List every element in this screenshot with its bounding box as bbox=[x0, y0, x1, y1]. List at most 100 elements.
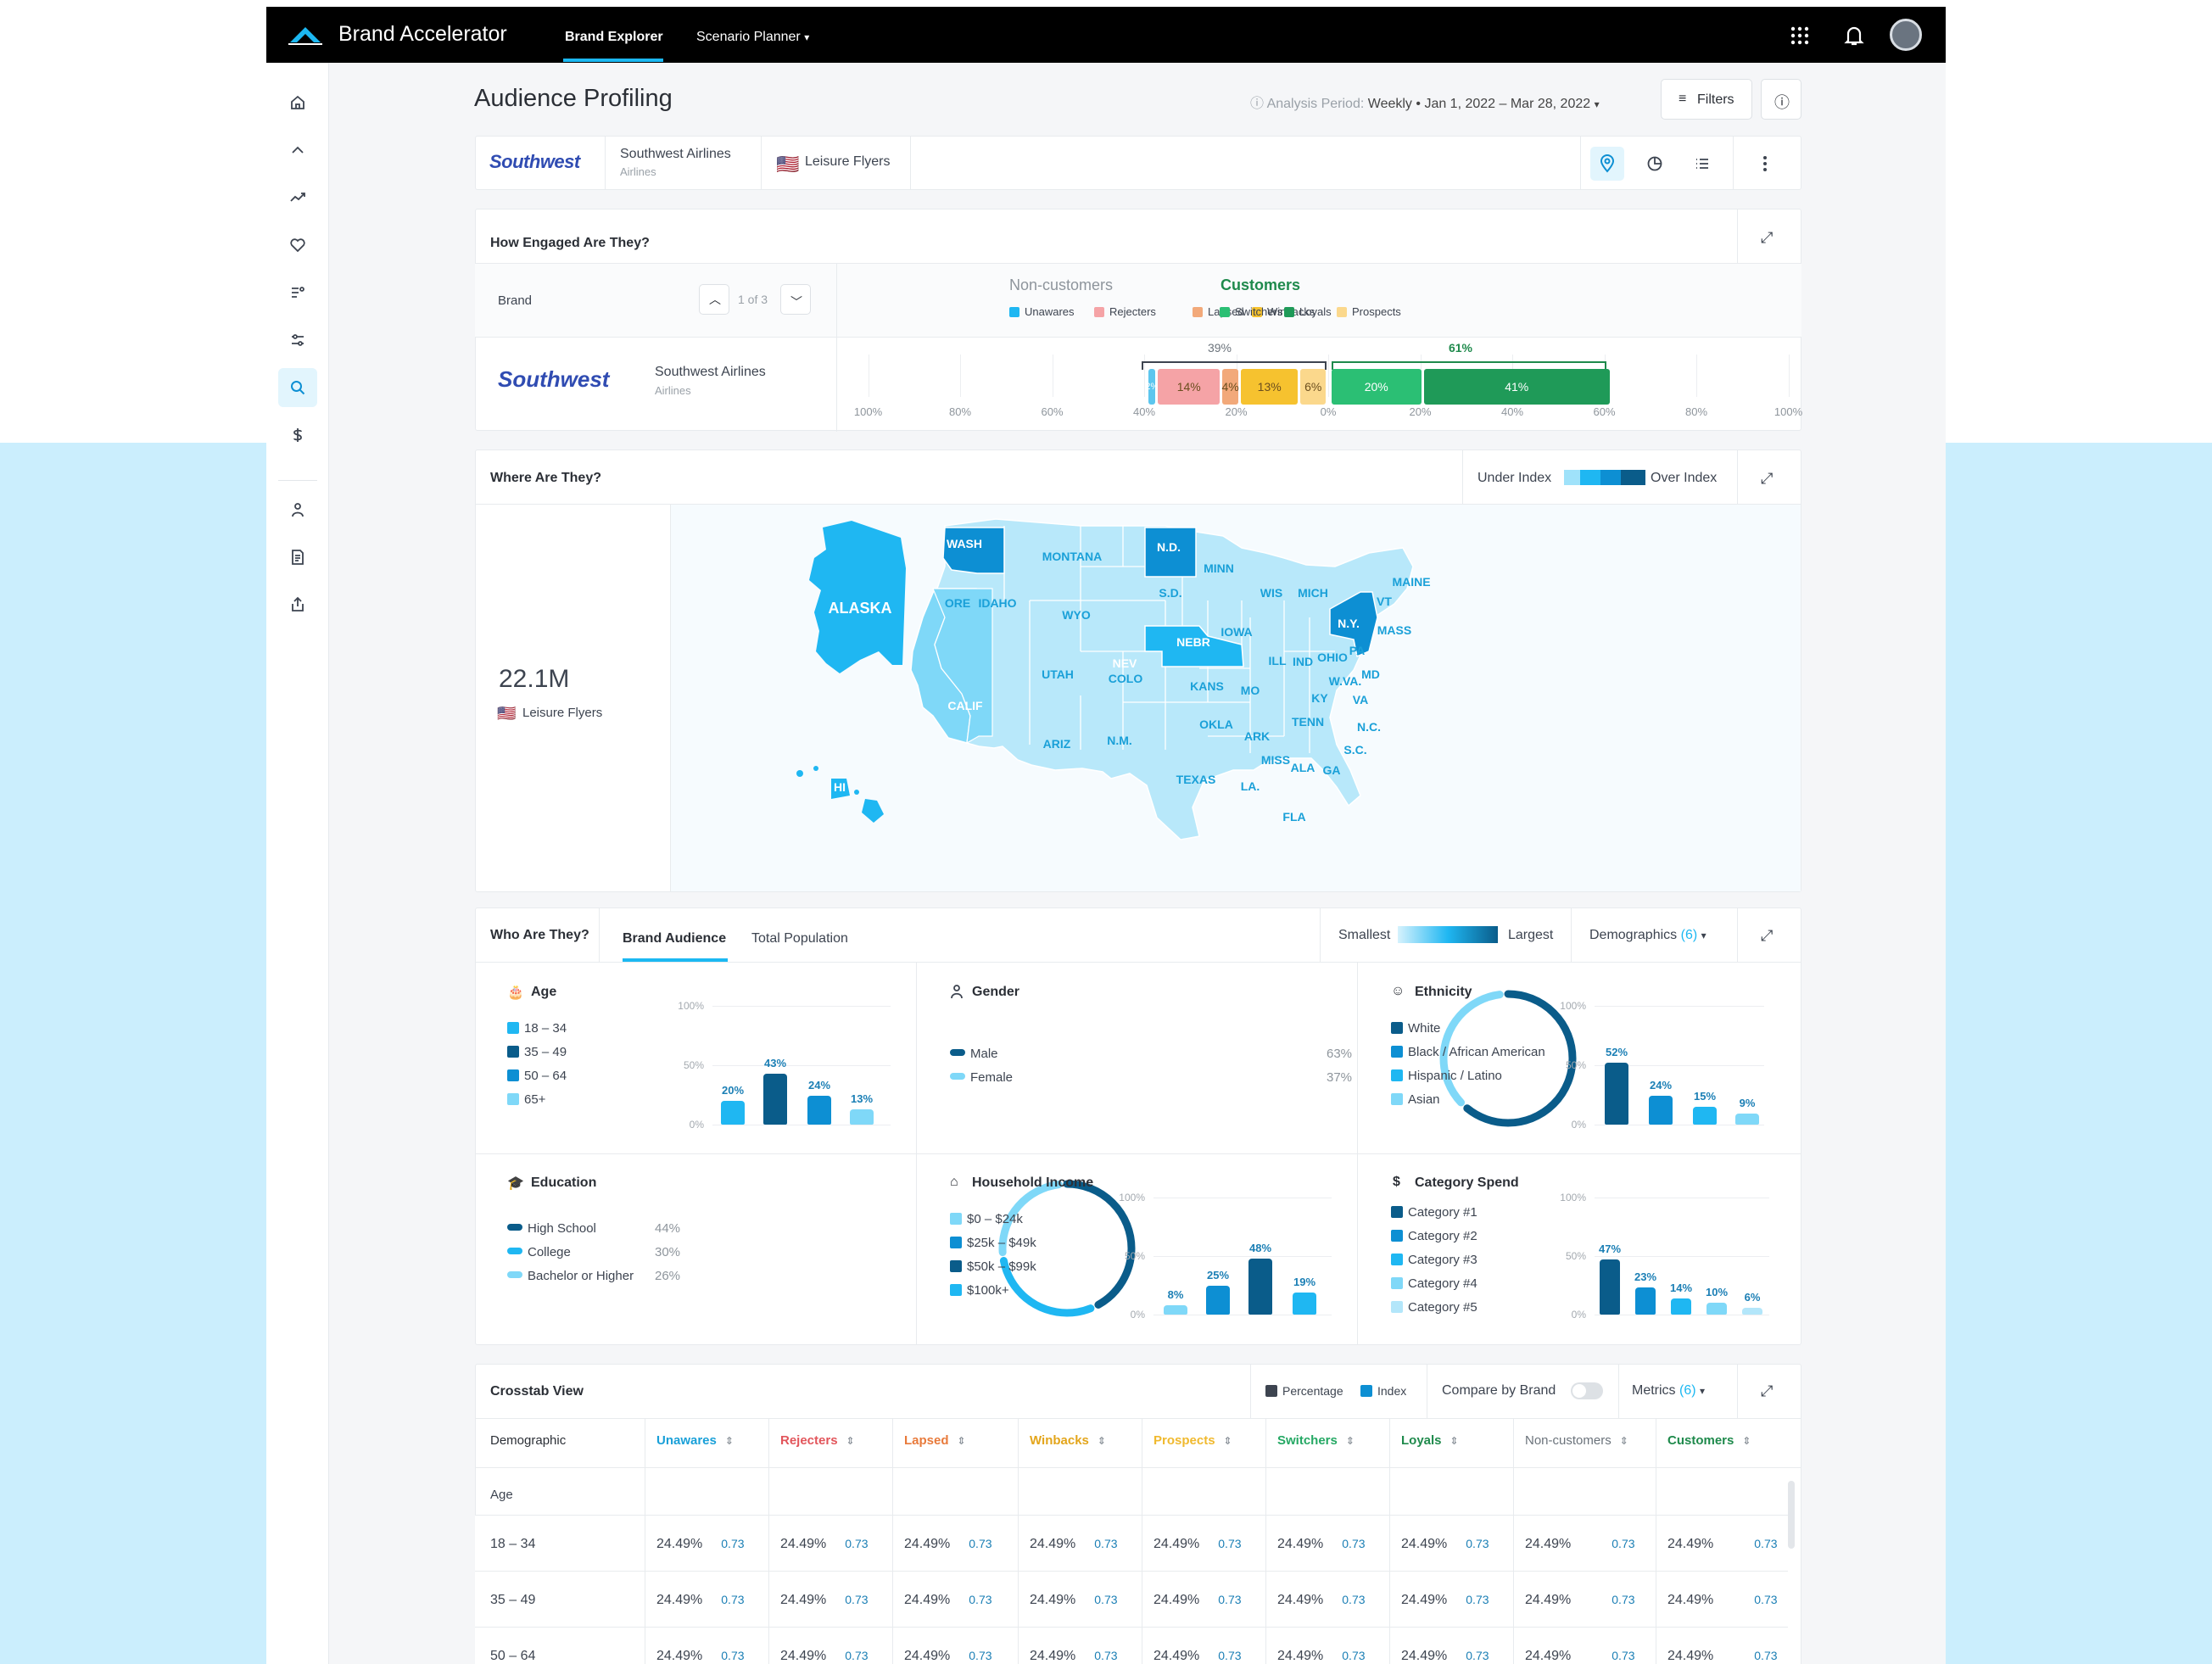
demographics-dropdown[interactable]: Demographics (6) ▾ bbox=[1589, 928, 1706, 943]
sidebar-item-audience[interactable] bbox=[278, 368, 317, 407]
bar[interactable] bbox=[1649, 1096, 1673, 1125]
expand-icon[interactable]: ⤢ bbox=[1761, 1382, 1774, 1399]
sort-icon[interactable]: ⇕ bbox=[957, 1435, 966, 1447]
bar[interactable] bbox=[1206, 1285, 1230, 1315]
filters-button[interactable]: ≡ Filters bbox=[1661, 79, 1752, 120]
bar[interactable] bbox=[763, 1073, 787, 1125]
sort-icon[interactable]: ⇕ bbox=[1345, 1435, 1355, 1447]
column-header[interactable]: Non-customers ⇕ bbox=[1525, 1433, 1628, 1448]
sidebar-item-list-settings[interactable] bbox=[278, 273, 317, 312]
state-ny[interactable] bbox=[1329, 591, 1378, 658]
engagement-segment[interactable]: 6% bbox=[1300, 369, 1326, 405]
table-cell[interactable]: 24.49% 0.73 bbox=[904, 1593, 992, 1608]
column-header[interactable]: Customers ⇕ bbox=[1667, 1433, 1751, 1448]
table-cell[interactable]: 24.49% 0.73 bbox=[904, 1537, 992, 1552]
expand-icon[interactable]: ⤢ bbox=[1761, 470, 1774, 487]
avatar[interactable] bbox=[1890, 19, 1922, 51]
metrics-dropdown[interactable]: Metrics (6) ▾ bbox=[1632, 1383, 1705, 1399]
pager-up-button[interactable]: ︿ bbox=[699, 284, 729, 315]
bar[interactable] bbox=[1693, 1107, 1717, 1125]
donut-segment[interactable] bbox=[998, 1180, 1136, 1317]
bar[interactable] bbox=[1164, 1304, 1187, 1315]
sidebar-item-trends[interactable] bbox=[278, 178, 317, 217]
table-cell[interactable]: 24.49% 0.73 bbox=[1525, 1593, 1635, 1608]
bar[interactable] bbox=[1706, 1303, 1727, 1315]
bar[interactable] bbox=[1600, 1259, 1620, 1315]
column-header[interactable]: Loyals ⇕ bbox=[1401, 1433, 1459, 1448]
table-cell[interactable]: 24.49% 0.73 bbox=[1667, 1593, 1778, 1608]
sort-icon[interactable]: ⇕ bbox=[1223, 1435, 1232, 1447]
column-header[interactable]: Prospects ⇕ bbox=[1153, 1433, 1232, 1448]
table-cell[interactable]: 24.49% 0.73 bbox=[1153, 1593, 1242, 1608]
sidebar-item-profile[interactable] bbox=[278, 490, 317, 529]
engagement-segment[interactable]: 20% bbox=[1332, 369, 1422, 405]
table-cell[interactable]: 24.49% 0.73 bbox=[1030, 1593, 1118, 1608]
table-cell[interactable]: 24.49% 0.73 bbox=[1667, 1649, 1778, 1664]
bar[interactable] bbox=[1671, 1298, 1691, 1315]
chart-view-button[interactable] bbox=[1638, 147, 1672, 181]
pager-down-button[interactable]: ﹀ bbox=[780, 284, 811, 315]
tab-brand-audience[interactable]: Brand Audience bbox=[623, 931, 727, 946]
sidebar-item-finance[interactable] bbox=[278, 416, 317, 455]
sidebar-item-export[interactable] bbox=[278, 585, 317, 624]
audience-name[interactable]: Leisure Flyers bbox=[805, 154, 891, 169]
sidebar-item-favorites[interactable] bbox=[278, 226, 317, 265]
state-hi[interactable] bbox=[796, 766, 884, 823]
bar[interactable] bbox=[1248, 1258, 1272, 1315]
bar[interactable] bbox=[1742, 1307, 1762, 1315]
bar[interactable] bbox=[1735, 1114, 1759, 1125]
sort-icon[interactable]: ⇕ bbox=[1619, 1435, 1628, 1447]
table-cell[interactable]: 24.49% 0.73 bbox=[1030, 1649, 1118, 1664]
engagement-segment[interactable]: 13% bbox=[1240, 369, 1299, 405]
table-cell[interactable]: 24.49% 0.73 bbox=[1277, 1537, 1366, 1552]
table-cell[interactable]: 24.49% 0.73 bbox=[1401, 1537, 1489, 1552]
sidebar-item-collapse[interactable] bbox=[278, 131, 317, 170]
list-view-button[interactable] bbox=[1685, 147, 1719, 181]
bar[interactable] bbox=[1635, 1287, 1656, 1315]
table-cell[interactable]: 24.49% 0.73 bbox=[1525, 1649, 1635, 1664]
analysis-period-selector[interactable]: ⓘ Analysis Period: Weekly • Jan 1, 2022 … bbox=[1250, 92, 1600, 112]
column-header[interactable]: Unawares ⇕ bbox=[656, 1433, 734, 1448]
donut-segment[interactable] bbox=[998, 1180, 1136, 1317]
more-options-button[interactable] bbox=[1748, 147, 1782, 181]
grid-icon[interactable] bbox=[1790, 25, 1810, 46]
table-cell[interactable]: 24.49% 0.73 bbox=[780, 1537, 869, 1552]
table-cell[interactable]: 24.49% 0.73 bbox=[656, 1593, 745, 1608]
sort-icon[interactable]: ⇕ bbox=[1450, 1435, 1459, 1447]
table-cell[interactable]: 24.49% 0.73 bbox=[1401, 1593, 1489, 1608]
state-wa[interactable] bbox=[942, 527, 1005, 574]
table-cell[interactable]: 24.49% 0.73 bbox=[904, 1649, 992, 1664]
table-cell[interactable]: 24.49% 0.73 bbox=[1401, 1649, 1489, 1664]
app-name[interactable]: Brand Accelerator bbox=[338, 22, 507, 46]
donut-segment[interactable] bbox=[998, 1180, 1136, 1317]
state-nv[interactable] bbox=[932, 588, 993, 745]
table-cell[interactable]: 24.49% 0.73 bbox=[780, 1593, 869, 1608]
nav-brand-explorer[interactable]: Brand Explorer bbox=[565, 30, 663, 44]
engagement-segment[interactable]: 2% bbox=[1145, 369, 1159, 405]
table-cell[interactable]: 24.49% 0.73 bbox=[656, 1537, 745, 1552]
sidebar-item-filters[interactable] bbox=[278, 321, 317, 360]
state-ak[interactable] bbox=[809, 521, 906, 673]
sort-icon[interactable]: ⇕ bbox=[1742, 1435, 1751, 1447]
engagement-segment[interactable]: 4% bbox=[1221, 369, 1239, 405]
bar[interactable] bbox=[721, 1101, 745, 1125]
engagement-segment[interactable]: 14% bbox=[1158, 369, 1221, 405]
info-button[interactable]: ⓘ bbox=[1761, 79, 1801, 120]
expand-icon[interactable]: ⤢ bbox=[1761, 229, 1774, 246]
donut-segment[interactable] bbox=[1439, 990, 1577, 1127]
table-cell[interactable]: 24.49% 0.73 bbox=[1277, 1649, 1366, 1664]
tab-total-population[interactable]: Total Population bbox=[751, 931, 848, 946]
table-cell[interactable]: 24.49% 0.73 bbox=[1153, 1537, 1242, 1552]
sidebar-item-home[interactable] bbox=[278, 83, 317, 122]
column-header[interactable]: Rejecters ⇕ bbox=[780, 1433, 855, 1448]
column-header[interactable]: Lapsed ⇕ bbox=[904, 1433, 966, 1448]
table-cell[interactable]: 24.49% 0.73 bbox=[1153, 1649, 1242, 1664]
donut-segment[interactable] bbox=[1439, 990, 1577, 1127]
table-cell[interactable]: 24.49% 0.73 bbox=[1667, 1537, 1778, 1552]
sidebar-item-reports[interactable] bbox=[278, 538, 317, 577]
crosstab-scrollbar[interactable] bbox=[1788, 1481, 1795, 1549]
nav-scenario-planner[interactable]: Scenario Planner ▾ bbox=[696, 30, 809, 45]
sort-icon[interactable]: ⇕ bbox=[1097, 1435, 1106, 1447]
bar[interactable] bbox=[1605, 1063, 1628, 1125]
sort-icon[interactable]: ⇕ bbox=[846, 1435, 855, 1447]
